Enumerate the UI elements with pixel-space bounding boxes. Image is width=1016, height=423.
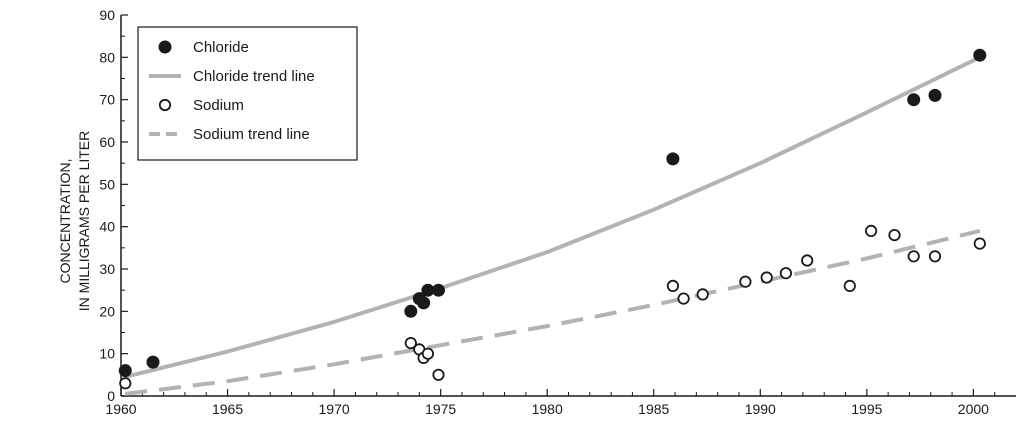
y-tick-label-90: 90	[99, 7, 115, 23]
sodium-point-6	[666, 279, 680, 292]
chloride-point-8	[907, 93, 921, 107]
y-tick-label-40: 40	[99, 219, 115, 235]
sodium-point-13	[843, 279, 856, 292]
sodium-point-1	[404, 336, 417, 350]
chloride-point-1	[146, 355, 160, 369]
x-tick-label-1995: 1995	[851, 401, 882, 417]
x-tick-label-1990: 1990	[745, 401, 776, 417]
legend-symbol-chloride	[158, 40, 172, 54]
x-tick-label-1965: 1965	[212, 401, 243, 417]
y-tick-label-60: 60	[99, 134, 115, 150]
legend-label-chloride-trend-line: Chloride trend line	[193, 68, 315, 85]
trend-lines	[124, 55, 981, 396]
legend-label-sodium: Sodium	[193, 97, 244, 114]
legend: Chloride Chloride trend line Sodium Sodium …	[137, 26, 358, 161]
y-tick-label-70: 70	[99, 92, 115, 108]
x-tick-label-1975: 1975	[425, 401, 456, 417]
legend-label-sodium-trend-line: Sodium trend line	[193, 126, 310, 143]
chloride-point-2	[404, 304, 418, 318]
y-axis-label-line-2: IN MILLIGRAMS PER LITER	[76, 131, 92, 311]
chloride-point-0	[118, 364, 132, 378]
chloride-point-7	[666, 152, 680, 166]
sodium-point-5	[432, 368, 445, 381]
chloride-point-6	[432, 283, 445, 297]
chloride-point-9	[928, 88, 942, 102]
y-tick-label-80: 80	[99, 49, 115, 65]
legend-box	[137, 26, 358, 161]
sodium-point-0	[119, 377, 132, 390]
legend-symbol-sodium	[158, 98, 172, 112]
sodium-point-18	[973, 237, 986, 250]
sodium-point-15	[888, 229, 901, 242]
y-tick-label-0: 0	[107, 388, 115, 404]
trend-line-sodium-trend-line	[125, 228, 981, 396]
legend-label-chloride: Chloride	[193, 39, 249, 56]
trend-line-chloride-trend-line	[124, 55, 981, 379]
sodium-point-12	[801, 254, 814, 267]
data-markers	[118, 48, 987, 390]
x-tick-label-1970: 1970	[319, 401, 350, 417]
axes: 0 10 20 30 40 50 60 70 80 90 1960 1965 1970 1975 1980 1…	[99, 7, 1016, 417]
sodium-point-7	[677, 292, 690, 305]
x-tick-label-1985: 1985	[638, 401, 669, 417]
sodium-point-10	[760, 271, 773, 284]
y-tick-label-50: 50	[99, 176, 115, 192]
sodium-point-16	[907, 250, 920, 263]
y-axis-label-line-1: CONCENTRATION,	[57, 159, 73, 284]
y-tick-label-10: 10	[99, 346, 115, 362]
sodium-point-9	[739, 275, 752, 288]
sodium-point-4	[421, 347, 434, 360]
sodium-point-14	[864, 224, 878, 237]
sodium-point-11	[779, 267, 793, 280]
x-tick-label-2000: 2000	[958, 401, 989, 417]
y-tick-label-30: 30	[99, 261, 115, 277]
chloride-point-4	[417, 296, 431, 310]
x-tick-label-1960: 1960	[105, 401, 136, 417]
sodium-point-17	[928, 250, 942, 263]
y-tick-label-20: 20	[99, 303, 115, 319]
chloride-point-10	[973, 48, 987, 62]
x-tick-label-1980: 1980	[532, 401, 563, 417]
sodium-point-8	[696, 288, 709, 301]
